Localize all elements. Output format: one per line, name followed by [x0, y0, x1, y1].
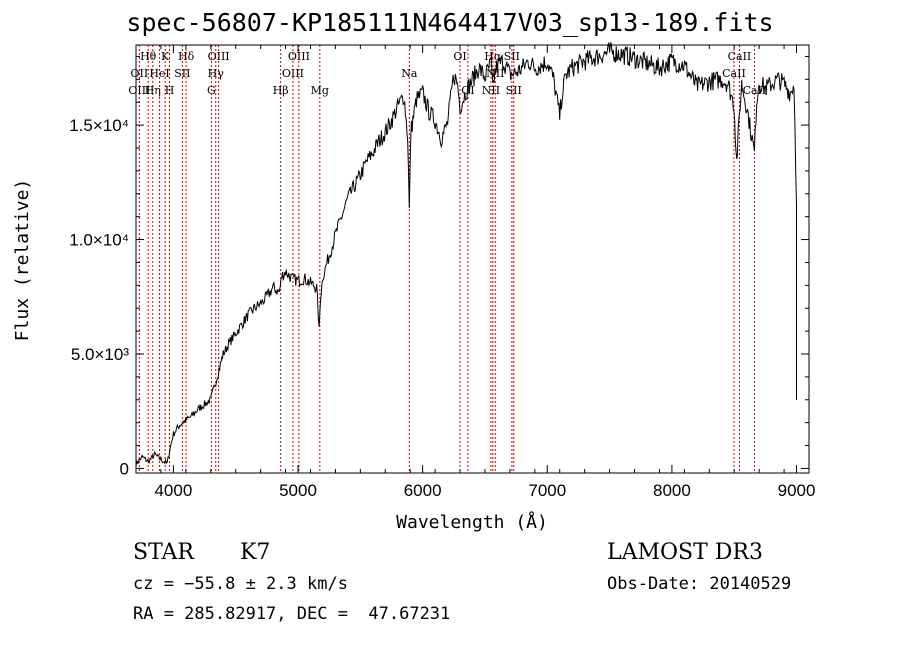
spectral-line-label: SII — [504, 50, 520, 63]
spectral-line-label: Hδ — [178, 50, 195, 63]
spectral-line-label: Hγ — [208, 67, 225, 80]
spectral-line-label: CaII — [722, 67, 746, 80]
redshift-info: cz = −55.8 ± 2.3 km/s — [133, 574, 348, 594]
spectral-line-label: NII — [482, 84, 500, 97]
x-tick-label: 6000 — [404, 481, 442, 500]
spectrum-line — [135, 41, 797, 467]
x-tick-label: 9000 — [778, 481, 816, 500]
spectral-line-label: Hβ — [273, 84, 289, 97]
y-axis-label: Flux (relative) — [12, 179, 33, 342]
x-tick-label: 5000 — [279, 481, 317, 500]
axis-ticks: 4000 5000 6000 7000 8000 9000 0 5.0×10³ 1.0×10⁴ 1… — [69, 45, 815, 500]
spectral-line-label: OII — [131, 67, 149, 80]
spectral-line-labels: Hθ OII OIII K HeI Hη H Hδ SII OIII Hγ G OIII OIII Hβ Mg… — [128, 50, 766, 97]
spectral-line-label: Hθ — [140, 50, 157, 63]
spectral-line-label: K — [161, 50, 170, 63]
coordinates-info: RA = 285.82917, DEC = 47.67231 — [133, 604, 451, 624]
y-tick-label: 0 — [120, 459, 129, 478]
spectral-line-label: OIII — [282, 67, 304, 80]
x-tick-label: 7000 — [528, 481, 566, 500]
x-axis-label: Wavelength (Å) — [396, 511, 548, 533]
spectral-line-label: SII — [174, 67, 190, 80]
x-tick-label: 4000 — [154, 481, 192, 500]
x-tick-label: 8000 — [653, 481, 691, 500]
spectral-line-label: G — [207, 84, 216, 97]
spectral-line-markers — [138, 45, 755, 473]
obs-date-label: Obs-Date: 20140529 — [607, 574, 792, 594]
spectral-line-label: Hα — [484, 50, 502, 63]
y-tick-label: 5.0×10³ — [71, 345, 129, 364]
spectral-line-label: OI — [453, 50, 466, 63]
spectral-line-label: CaII — [743, 84, 767, 97]
plot-frame — [135, 44, 810, 474]
subclass-label: K7 — [240, 540, 271, 565]
y-tick-label: 1.0×10⁴ — [69, 231, 129, 250]
spectral-line-label: Mg — [311, 84, 329, 97]
spectral-line-label: CaII — [728, 50, 752, 63]
spectral-line-label: OIII — [208, 50, 230, 63]
spectral-line-label: SII — [506, 84, 522, 97]
survey-label: LAMOST DR3 — [607, 540, 763, 565]
spectral-line-label: Na — [401, 67, 418, 80]
chart-title: spec-56807-KP185111N464417V03_sp13-189.f… — [126, 8, 774, 37]
spectral-line-label: H — [165, 84, 175, 97]
class-label: STAR — [133, 540, 194, 565]
spectral-line-label: OIII — [288, 50, 310, 63]
spectral-line-label: OIII — [128, 84, 150, 97]
spectral-line-label: Hη — [145, 84, 161, 97]
spectral-line-label: HeI — [149, 67, 169, 80]
y-tick-label: 1.5×10⁴ — [69, 116, 129, 135]
